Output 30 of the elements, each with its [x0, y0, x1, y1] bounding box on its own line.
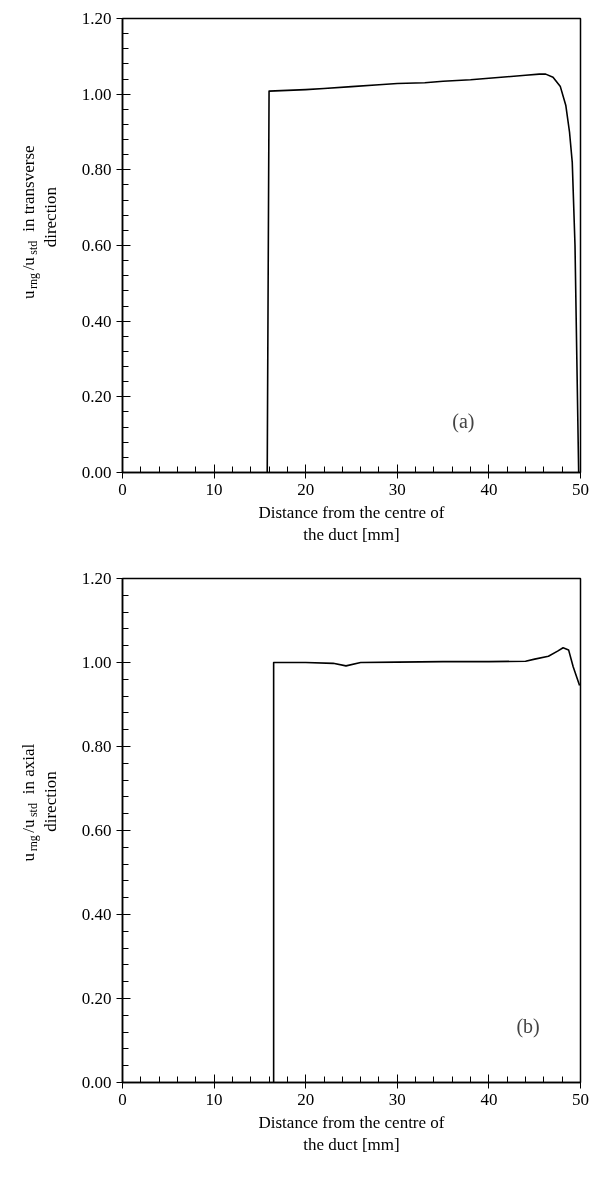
y-tick-label: 1.20 — [81, 569, 112, 588]
x-tick-label: 20 — [297, 479, 315, 499]
x-tick-label: 40 — [480, 479, 498, 499]
x-tick-label: 50 — [572, 479, 589, 499]
x-axis-title: Distance from the centre of the duct [mm] — [258, 1112, 445, 1155]
y-tick-label: 0.60 — [81, 821, 112, 840]
x-axis-title: Distance from the centre of the duct [mm] — [258, 502, 445, 545]
x-tick-label: 30 — [388, 479, 406, 499]
y-tick-label: 1.00 — [81, 653, 112, 672]
y-tick-label: 0.20 — [81, 989, 112, 1008]
x-tick-label: 40 — [480, 1089, 498, 1109]
x-tick-label: 30 — [388, 1089, 406, 1109]
y-tick-label: 0.40 — [81, 311, 112, 331]
x-tick-label: 10 — [205, 1089, 223, 1109]
y-tick-label: 0.60 — [81, 236, 112, 255]
y-tick-label: 0.00 — [81, 463, 112, 482]
y-tick-label: 0.00 — [81, 1073, 112, 1092]
x-tick-label: 50 — [572, 1089, 589, 1109]
y-tick-label: 0.80 — [81, 160, 112, 180]
annotation: (a) — [452, 409, 475, 433]
x-tick-label: 0 — [118, 1089, 127, 1109]
y-tick-label: 0.80 — [81, 737, 112, 756]
y-tick-label: 0.20 — [81, 387, 112, 407]
x-tick-label: 0 — [118, 479, 127, 499]
y-tick-label: 0.40 — [81, 905, 112, 924]
y-tick-label: 1.00 — [81, 84, 112, 104]
annotation: (b) — [516, 1015, 540, 1039]
y-tick-label: 1.20 — [81, 9, 112, 28]
x-tick-label: 20 — [297, 1089, 315, 1109]
x-tick-label: 10 — [205, 479, 223, 499]
